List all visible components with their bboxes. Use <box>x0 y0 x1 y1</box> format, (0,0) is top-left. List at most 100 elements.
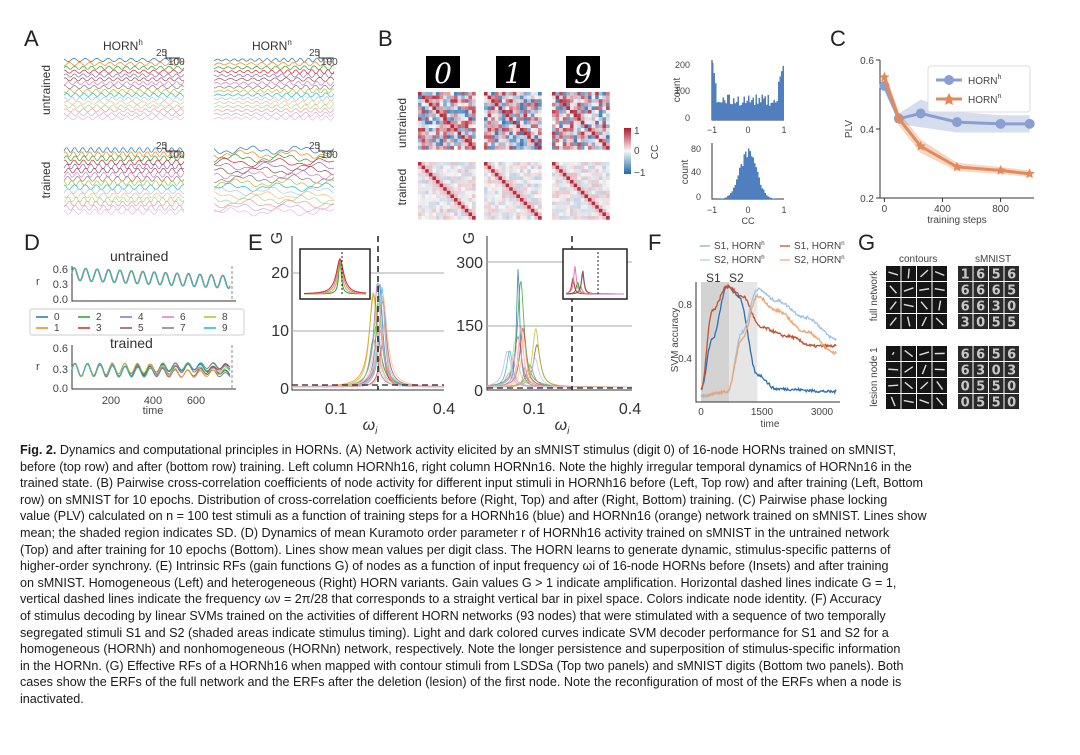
cc-matrix-cell <box>461 92 465 96</box>
panel-label-b: B <box>378 26 393 51</box>
cc-matrix-cell <box>580 135 585 139</box>
cc-matrix-cell <box>487 165 492 170</box>
cc-matrix-cell <box>566 128 571 132</box>
cc-matrix-cell <box>457 110 462 114</box>
erf-contour <box>934 271 945 276</box>
cc-matrix-cell <box>598 95 603 100</box>
cc-matrix-cell <box>494 142 499 147</box>
cc-matrix-cell <box>577 131 581 136</box>
cc-matrix-cell <box>432 198 437 202</box>
cc-matrix-cell <box>439 183 444 188</box>
cc-matrix-cell <box>436 135 440 139</box>
cc-matrix-cell <box>494 120 499 125</box>
cc-matrix-cell <box>457 113 462 118</box>
hist-top-bar <box>725 103 727 120</box>
trace-line <box>213 96 335 102</box>
cc-matrix-cell <box>573 162 578 166</box>
cc-matrix-cell <box>606 120 610 125</box>
panel-b-hist-top-axes: 200 100 0 count −1 0 1 <box>672 60 787 135</box>
hist-top-bar <box>743 96 745 120</box>
erf-contour <box>888 384 899 387</box>
cc-matrix-cell <box>509 106 513 111</box>
cc-matrix-cell <box>606 110 610 114</box>
cc-matrix-cell <box>502 205 506 209</box>
cc-matrix-cell <box>464 131 469 136</box>
svg-text:0: 0 <box>745 205 750 215</box>
erf-digit: 6 <box>976 300 985 315</box>
hist-bottom-bar <box>754 163 756 199</box>
cc-matrix-cell <box>588 169 592 173</box>
svg-text:S2: S2 <box>729 271 744 285</box>
cc-matrix-cell <box>464 165 469 170</box>
cc-matrix-cell <box>425 190 429 195</box>
panel-c-point <box>879 71 890 82</box>
cc-matrix-cell <box>446 198 451 202</box>
cc-matrix-cell <box>534 113 539 118</box>
cc-matrix-cell <box>516 165 521 170</box>
erf-digit: 6 <box>976 284 985 299</box>
cc-matrix-cell <box>509 172 513 177</box>
cc-matrix-cell <box>602 128 607 132</box>
cc-matrix-cell <box>555 117 560 121</box>
cc-matrix-cell <box>421 212 426 217</box>
panel-f-accuracy-curve <box>700 284 837 395</box>
cc-matrix-cell <box>570 138 574 143</box>
cc-matrix-cell <box>552 183 556 188</box>
cc-matrix-cell <box>588 208 592 213</box>
cc-matrix-cell <box>588 131 592 136</box>
cc-matrix-cell <box>555 120 560 125</box>
erf-contour <box>888 368 899 371</box>
cc-matrix-cell <box>443 162 447 166</box>
erf-cell <box>989 298 1004 313</box>
cc-matrix-cell <box>509 131 513 136</box>
cc-matrix-cell <box>555 162 560 166</box>
panel-b-histograms <box>711 60 784 200</box>
hist-top-bar <box>778 81 780 120</box>
cc-matrix-cell <box>505 95 510 100</box>
cc-matrix-cell <box>538 165 542 170</box>
cc-matrix-cell <box>464 138 469 143</box>
cc-matrix-cell <box>468 190 473 195</box>
cc-matrix-cell <box>472 201 476 206</box>
cc-matrix-cell <box>520 208 524 213</box>
cc-matrix-cell <box>595 208 599 213</box>
cc-matrix-cell <box>484 216 488 220</box>
cc-matrix-cell <box>472 99 476 103</box>
cc-matrix-cell <box>512 102 517 107</box>
cc-matrix-cell <box>428 131 433 136</box>
cc-matrix-cell <box>487 180 492 184</box>
cc-matrix-cell <box>559 165 563 170</box>
cc-matrix-cell <box>454 216 458 220</box>
cc-matrix-cell <box>432 120 437 125</box>
cc-matrix-cell <box>487 110 492 114</box>
cc-matrix-cell <box>573 169 578 173</box>
cc-matrix-cell <box>562 124 567 129</box>
cc-matrix-cell <box>538 187 542 191</box>
hist-top-bar <box>745 103 747 120</box>
cc-matrix-cell <box>468 128 473 132</box>
cc-matrix-cell <box>559 216 563 220</box>
panel-label-c: C <box>830 26 846 51</box>
figure-caption: Fig. 2. Dynamics and computational princ… <box>20 442 1062 708</box>
cc-matrix-cell <box>566 187 571 191</box>
cc-matrix-cell <box>555 146 560 150</box>
cc-matrix-cell <box>573 131 578 136</box>
cc-matrix-cell <box>484 162 488 166</box>
erf-cell <box>958 362 973 377</box>
cc-matrix-cell <box>606 187 610 191</box>
erf-contour <box>890 396 896 407</box>
cc-matrix-cell <box>606 146 610 150</box>
cc-matrix-cell <box>555 183 560 188</box>
hist-bottom-bar <box>733 187 735 199</box>
cc-matrix-cell <box>502 194 506 199</box>
caption-line: of stimulus decoding by linear SVMs trai… <box>20 608 886 623</box>
cc-matrix-cell <box>468 162 473 166</box>
cc-matrix-cell <box>555 102 560 107</box>
cc-matrix-cell <box>450 142 455 147</box>
cc-matrix-cell <box>443 172 447 177</box>
trace-line <box>63 96 185 101</box>
erf-cell <box>989 362 1004 377</box>
cc-matrix-cell <box>520 131 524 136</box>
cc-matrix-cell <box>421 124 426 129</box>
cc-matrix-cell <box>595 212 599 217</box>
